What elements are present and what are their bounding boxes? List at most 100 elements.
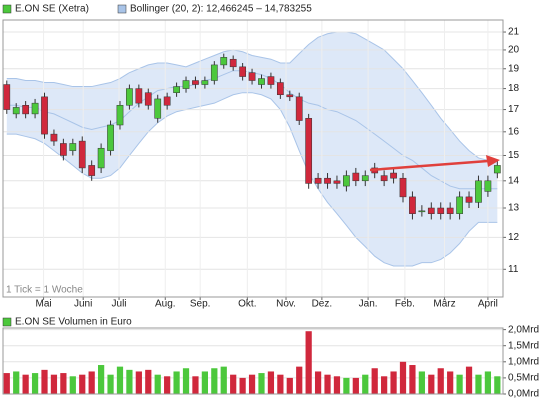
legend-swatch (117, 4, 127, 14)
volume-panel: 0,0Mrd 0,5Mrd 1,0Mrd 1,5Mrd 2,0Mrd (3, 324, 539, 400)
y-tick-label: 15 (508, 150, 520, 161)
volume-bar (164, 376, 171, 394)
legend-label: Bollinger (20, 2): 12,466245 – 14,783255 (130, 4, 312, 15)
legend-label: E.ON SE Volumen in Euro (15, 317, 132, 328)
volume-bar (381, 376, 388, 394)
candle-body (88, 165, 96, 176)
volume-bar (182, 368, 190, 394)
volume-bar (333, 376, 341, 394)
volume-bar (418, 371, 425, 394)
volume-bar (41, 369, 48, 394)
candle-body (192, 80, 199, 85)
volume-bar (201, 371, 208, 394)
candle-body (50, 133, 58, 142)
volume-bar (343, 377, 350, 394)
volume-bar (230, 374, 237, 394)
volume-bar (267, 371, 275, 394)
volume-bar (3, 373, 10, 394)
volume-bar (211, 368, 218, 394)
candle-body (116, 105, 124, 126)
volume-bar (31, 373, 39, 394)
volume-bar (107, 374, 114, 394)
y-tick-label: 13 (508, 203, 520, 214)
y-tick-label: 20 (508, 45, 520, 56)
candle-body (229, 58, 237, 68)
candle-body (60, 143, 67, 156)
x-tick-label: Aug. (155, 299, 176, 310)
y-tick-label: 0,5Mrd (508, 373, 539, 384)
note: 1 Tick = 1 Woche (6, 285, 83, 296)
volume-bar (494, 376, 501, 394)
volume-bar (314, 371, 322, 394)
y-tick-label: 16 (508, 126, 520, 137)
volume-bar (286, 377, 293, 394)
candle-body (446, 207, 454, 214)
candle-body (3, 84, 11, 110)
candle-body (437, 207, 445, 214)
x-tick-label: Juli (112, 299, 127, 310)
volume-bar (135, 371, 142, 394)
x-tick-label: Sep. (190, 299, 211, 310)
candle-body (295, 96, 303, 121)
candle-body (380, 175, 388, 182)
volume-bar (258, 373, 265, 394)
candle-body (324, 177, 331, 184)
y-tick-label: 11 (508, 264, 519, 275)
volume-bar (126, 369, 133, 394)
candle-body (22, 105, 30, 115)
volume-bar (173, 371, 180, 394)
volume-bar (145, 369, 152, 394)
volume-bar (305, 331, 312, 394)
x-tick-label: März (433, 299, 455, 310)
candle-body (276, 82, 284, 96)
volume-bar (475, 374, 482, 394)
candle-body (126, 88, 133, 106)
x-tick-label: April (478, 299, 498, 310)
y-tick-label: 0,0Mrd (508, 389, 539, 400)
volume-bar (220, 366, 227, 394)
candle-body (427, 207, 435, 214)
candle-body (286, 94, 294, 98)
volume-bar (239, 377, 246, 394)
candle-body (305, 118, 313, 184)
y-tick-label: 19 (508, 63, 520, 74)
candle-body (493, 165, 501, 174)
volume-bar (248, 374, 256, 394)
candle-body (69, 143, 77, 151)
y-tick-label: 1,5Mrd (508, 340, 539, 351)
volume-bar (60, 373, 67, 394)
y-tick-label: 14 (508, 175, 520, 186)
volume-bar (98, 365, 105, 394)
volume-bar (428, 374, 435, 394)
x-tick-label: Feb. (395, 299, 415, 310)
candle-body (484, 180, 492, 192)
volume-bar (324, 374, 331, 394)
candle-body (343, 175, 350, 187)
volume-bar (352, 377, 359, 394)
volume-bar (484, 371, 492, 394)
candle-body (31, 102, 39, 115)
volume-bar (409, 365, 416, 394)
legend-swatch (2, 4, 12, 14)
x-tick-label: Dez. (312, 299, 333, 310)
candle-body (78, 140, 86, 169)
candle-body (144, 92, 152, 106)
candle-body (399, 177, 407, 198)
candle-body (258, 78, 265, 85)
volume-bar (277, 374, 284, 394)
legend-swatch (2, 317, 12, 327)
price-panel: 11 12 13 14 15 16 17 18 19 20 21 Mai Juni Juli Aug. Sep… (3, 20, 520, 310)
volume-bar (371, 368, 378, 394)
candle-body (390, 172, 397, 179)
volume-bar (116, 366, 124, 394)
candle-body (248, 72, 256, 81)
volume-bar (22, 374, 29, 394)
volume-bar (13, 371, 20, 394)
candle-body (201, 80, 209, 85)
candle-body (173, 86, 180, 93)
trend-arrow (369, 155, 500, 172)
candle-body (267, 76, 275, 85)
candle-body (12, 107, 20, 115)
volume-bar (456, 374, 463, 394)
